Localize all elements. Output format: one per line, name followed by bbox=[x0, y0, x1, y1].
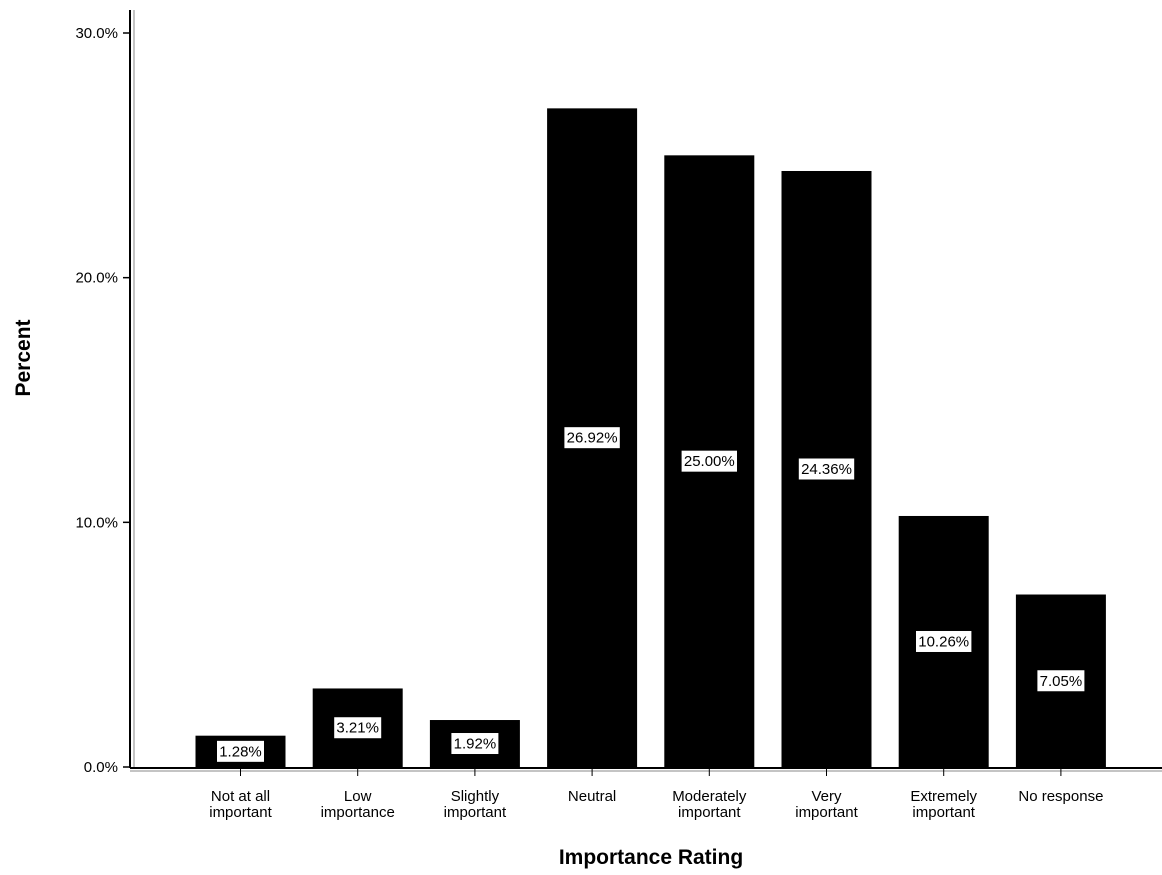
data-label-box bbox=[450, 732, 500, 756]
data-label: 3.21% bbox=[336, 720, 379, 737]
data-label-box bbox=[563, 426, 621, 450]
data-label-box bbox=[1036, 669, 1086, 693]
y-tick-label: 20.0% bbox=[75, 270, 118, 287]
x-category-label: important bbox=[444, 804, 507, 821]
y-tick-label: 10.0% bbox=[75, 514, 118, 531]
x-category-label: Low bbox=[344, 788, 372, 805]
axes bbox=[129, 10, 1162, 772]
data-label: 7.05% bbox=[1040, 673, 1083, 690]
data-label: 1.92% bbox=[454, 736, 497, 753]
y-axis-title: Percent bbox=[12, 319, 35, 396]
data-label-box bbox=[680, 449, 738, 473]
x-category-label: importance bbox=[321, 804, 395, 821]
x-category-label: Extremely bbox=[910, 788, 977, 805]
x-category-label: important bbox=[209, 804, 272, 821]
data-label: 26.92% bbox=[567, 430, 618, 447]
x-category-label: Neutral bbox=[568, 788, 616, 805]
data-label: 24.36% bbox=[801, 461, 852, 478]
x-category-label: Very bbox=[811, 788, 842, 805]
x-category-label: Moderately bbox=[672, 788, 747, 805]
data-label-box bbox=[797, 457, 856, 481]
x-category-labels: Not at allimportantLowimportanceSlightly… bbox=[209, 768, 1103, 821]
x-category-label: Not at all bbox=[211, 788, 270, 805]
y-tick-label: 30.0% bbox=[75, 25, 118, 42]
bars bbox=[195, 108, 1106, 768]
data-label: 1.28% bbox=[219, 743, 262, 760]
x-category-label: No response bbox=[1018, 788, 1103, 805]
y-tick-label: 0.0% bbox=[84, 759, 118, 776]
data-label-box bbox=[216, 739, 265, 763]
y-ticks: 0.0% 10.0% 20.0% 30.0% bbox=[75, 25, 130, 776]
data-label-box bbox=[915, 629, 973, 653]
data-label-box bbox=[333, 716, 383, 740]
x-category-label: important bbox=[678, 804, 741, 821]
data-label: 10.26% bbox=[918, 633, 969, 650]
x-category-label: Slightly bbox=[451, 788, 500, 805]
x-axis-title: Importance Rating bbox=[559, 846, 743, 869]
x-category-label: important bbox=[795, 804, 858, 821]
data-label: 25.00% bbox=[684, 453, 735, 470]
x-category-label: important bbox=[912, 804, 975, 821]
data-labels: 1.28% 3.21% 1.92% 26.92% 25.00% 24.36% 10.26% 7… bbox=[216, 426, 1086, 763]
